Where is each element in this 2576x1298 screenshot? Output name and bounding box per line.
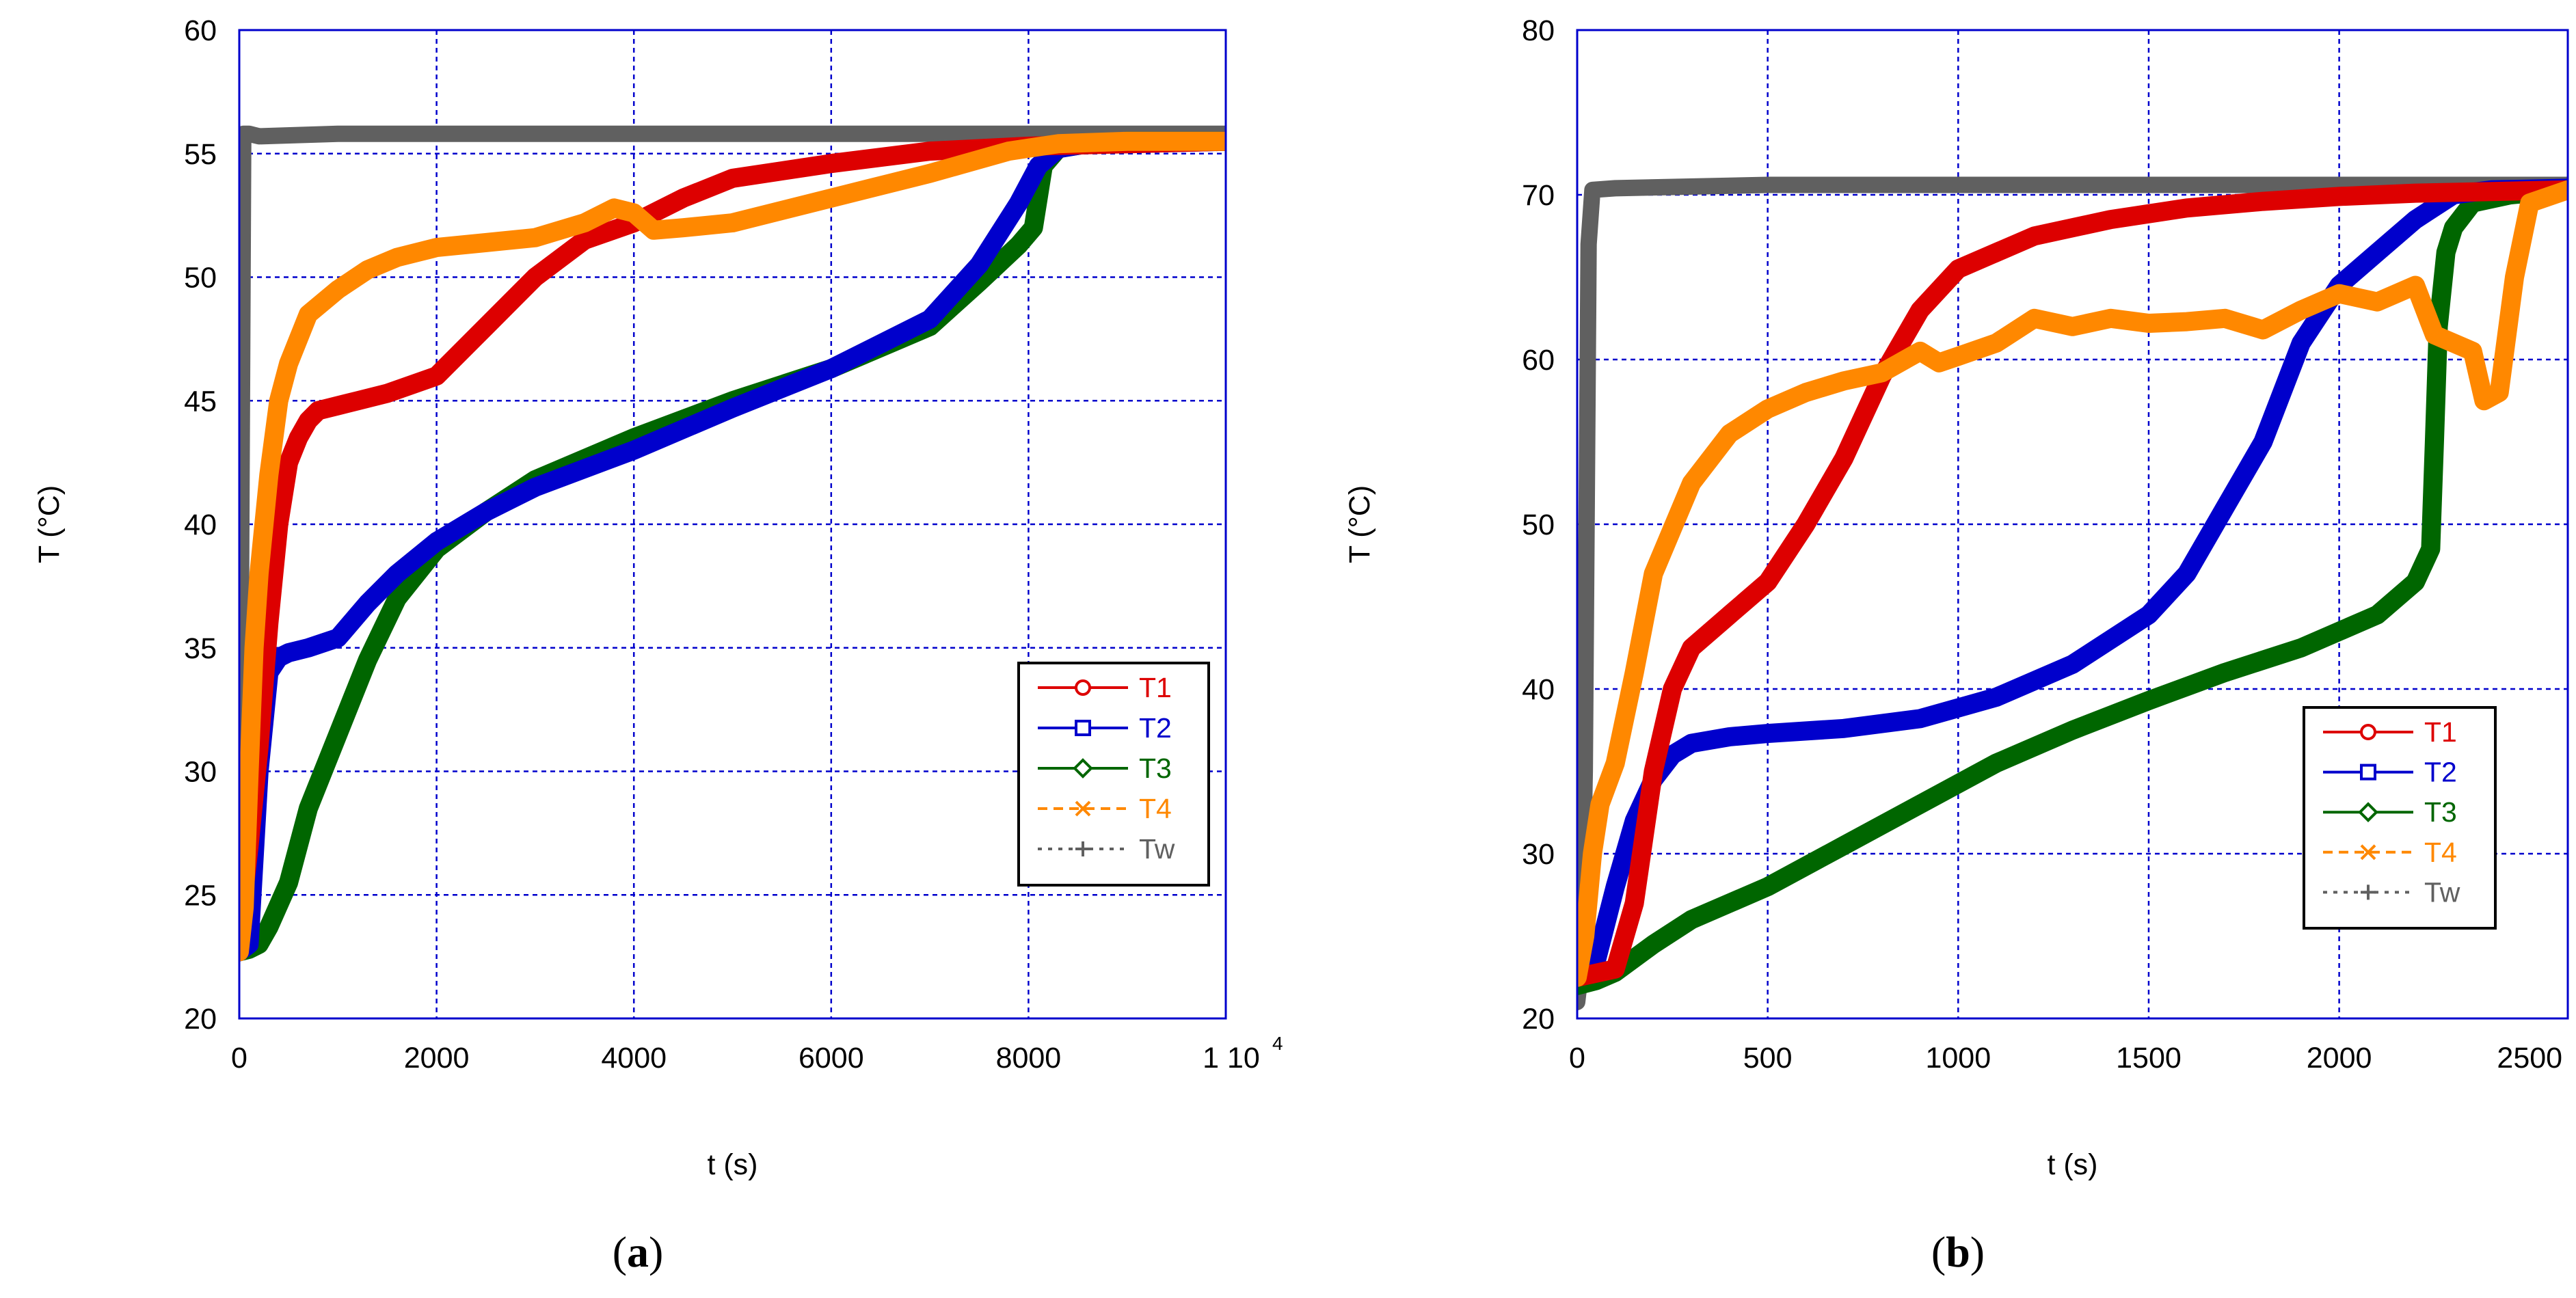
legend-entry-t2: T2	[1038, 712, 1172, 744]
legend-entry-t4: T4	[2323, 837, 2457, 868]
legend-label: T4	[1139, 793, 1172, 824]
legend-marker-circle	[1075, 679, 1091, 696]
legend-entry-t4: T4	[1038, 793, 1172, 824]
x-tick-label: 2500	[2497, 1042, 2562, 1074]
y-tick-label: 45	[184, 385, 217, 418]
panel-caption: (b)	[1931, 1228, 1985, 1276]
y-tick-label: 55	[184, 138, 217, 171]
series-line-t3	[1577, 180, 2568, 995]
x-axis-label: t (s)	[2047, 1148, 2097, 1181]
x-tick-label: 1000	[1925, 1042, 1991, 1074]
y-tick-label: 40	[184, 509, 217, 541]
y-tick-label: 30	[1522, 838, 1555, 871]
legend-label: Tw	[1139, 833, 1175, 865]
legend-marker-circle	[2360, 724, 2376, 740]
x-tick-label: 4000	[601, 1042, 667, 1074]
plot-frame	[238, 29, 1227, 1020]
y-axis-label: T (°C)	[33, 485, 66, 563]
series-line-t4	[239, 131, 1226, 962]
panel-caption-letter: b	[1946, 1228, 1970, 1276]
y-tick-label: 20	[1522, 1003, 1555, 1036]
y-tick-label: 25	[184, 879, 217, 912]
y-tick-label: 50	[1522, 509, 1555, 541]
x-tick-label: 1500	[2116, 1042, 2182, 1074]
x-tick-label: 8000	[996, 1042, 1062, 1074]
x-tick-exponent: 4	[1272, 1033, 1283, 1054]
legend-marker-square	[1075, 720, 1091, 736]
legend-label: T1	[1139, 672, 1172, 703]
panel-caption: (a)	[613, 1228, 664, 1276]
series-line-t2	[239, 131, 1226, 962]
legend-box	[2303, 706, 2497, 930]
y-tick-label: 20	[184, 1003, 217, 1036]
legend-label: T3	[1139, 753, 1172, 784]
series-tw	[1577, 176, 2568, 1010]
series-line-t4	[1577, 180, 2568, 987]
panel-a-chart: 0 2000 4000 6000 8000 1 10 4 20 25 30 35 40 45 50 55 60…	[33, 14, 1283, 1276]
series-t3	[1577, 180, 2568, 995]
x-tick-label: 2000	[404, 1042, 470, 1074]
legend-marker-diamond	[1073, 758, 1093, 779]
y-axis-label: T (°C)	[1343, 485, 1376, 563]
legend-marker-cross	[2360, 844, 2376, 861]
series-line-t1	[239, 131, 1226, 942]
series-t4	[1577, 180, 2568, 987]
panel-b-chart: 0 500 1000 1500 2000 2500 20 30 40 50 60 70 80 t (s) T…	[1343, 14, 2569, 1276]
y-tick-label: 50	[184, 262, 217, 295]
legend-entry-t2: T2	[2323, 757, 2457, 788]
legend-marker-plus	[2361, 884, 2376, 900]
x-tick-label: 6000	[799, 1042, 864, 1074]
legend-marker-diamond	[2358, 802, 2378, 823]
y-tick-label: 60	[184, 14, 217, 47]
legend-label: Tw	[2424, 876, 2460, 908]
y-tick-label: 80	[1522, 14, 1555, 47]
y-tick-label: 30	[184, 756, 217, 789]
legend-entry-t3: T3	[1038, 753, 1172, 784]
x-tick-label: 0	[231, 1042, 247, 1074]
series-t2	[239, 131, 1226, 962]
x-axis-label: t (s)	[707, 1148, 757, 1181]
legend-label: T2	[1139, 712, 1172, 744]
x-tick-label: 1 10	[1203, 1042, 1260, 1074]
legend-entry-t1: T1	[2323, 716, 2457, 748]
legend: T1 T2 T3 T4 Tw	[1017, 662, 1210, 887]
legend-marker-plus	[1075, 841, 1090, 856]
series-line-tw	[1577, 176, 2568, 1010]
legend: T1 T2 T3 T4 Tw	[2303, 706, 2497, 930]
x-tick-label: 2000	[2307, 1042, 2372, 1074]
y-tick-label: 60	[1522, 344, 1555, 377]
legend-entry-tw: Tw	[2323, 876, 2460, 908]
legend-label: T3	[2424, 796, 2457, 828]
x-tick-label: 500	[1743, 1042, 1793, 1074]
series-t4	[239, 131, 1226, 962]
y-tick-label: 70	[1522, 179, 1555, 212]
legend-entry-t3: T3	[2323, 796, 2457, 828]
y-tick-label: 40	[1522, 673, 1555, 706]
legend-label: T2	[2424, 757, 2457, 788]
panel-caption-letter: a	[627, 1228, 649, 1276]
y-tick-label: 35	[184, 632, 217, 665]
legend-label: T4	[2424, 837, 2457, 868]
legend-marker-square	[2360, 763, 2376, 781]
legend-box	[1017, 662, 1210, 887]
legend-label: T1	[2424, 716, 2457, 748]
series-tw	[239, 125, 1226, 960]
x-tick-label: 0	[1569, 1042, 1585, 1074]
legend-entry-t1: T1	[1038, 672, 1172, 703]
series-group	[1577, 176, 2568, 1010]
grid	[239, 30, 1226, 1018]
legend-entry-tw: Tw	[1038, 833, 1175, 865]
plot-frame	[1576, 29, 2569, 1020]
series-t1	[239, 131, 1226, 942]
series-line-tw	[239, 125, 1226, 960]
series-group	[239, 125, 1226, 962]
legend-marker-cross	[1075, 800, 1091, 817]
